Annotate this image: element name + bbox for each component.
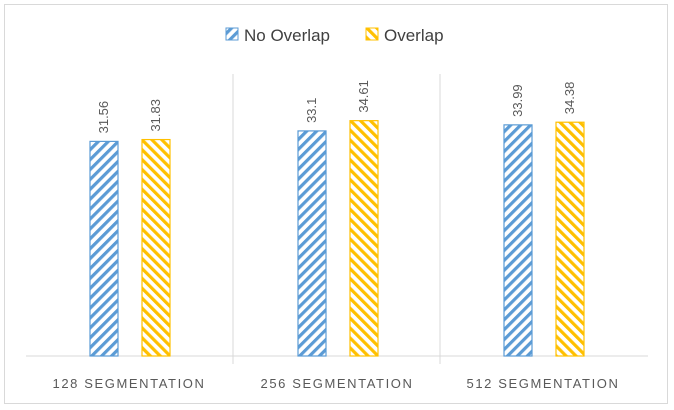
bars-group [89, 120, 585, 357]
value-label-overlap-1: 31.83 [148, 99, 163, 132]
x-tick-label-256: 256 SEGMENTATION [261, 376, 414, 391]
legend-label-overlap: Overlap [384, 26, 444, 45]
value-label-overlap-2: 34.61 [356, 80, 371, 113]
bar-no-overlap-2 [297, 130, 327, 357]
x-tick-label-128: 128 SEGMENTATION [53, 376, 206, 391]
bar-no-overlap-3 [503, 124, 533, 357]
value-label-overlap-3: 34.38 [562, 82, 577, 115]
value-label-no-overlap-2: 33.1 [304, 98, 319, 123]
bar-no-overlap-1 [89, 140, 119, 357]
legend-swatch-overlap [365, 27, 379, 41]
value-labels-group: 31.56 33.1 33.99 31.83 34.61 34.38 [96, 80, 577, 133]
legend-swatch-no-overlap [225, 27, 239, 41]
value-label-no-overlap-3: 33.99 [510, 84, 525, 117]
legend-label-no-overlap: No Overlap [244, 26, 330, 45]
bar-overlap-3 [555, 121, 585, 357]
legend: No Overlap Overlap [225, 26, 444, 45]
bar-overlap-2 [349, 120, 379, 357]
x-tick-label-512: 512 SEGMENTATION [467, 376, 620, 391]
value-label-no-overlap-1: 31.56 [96, 101, 111, 134]
bar-overlap-1 [141, 138, 171, 357]
